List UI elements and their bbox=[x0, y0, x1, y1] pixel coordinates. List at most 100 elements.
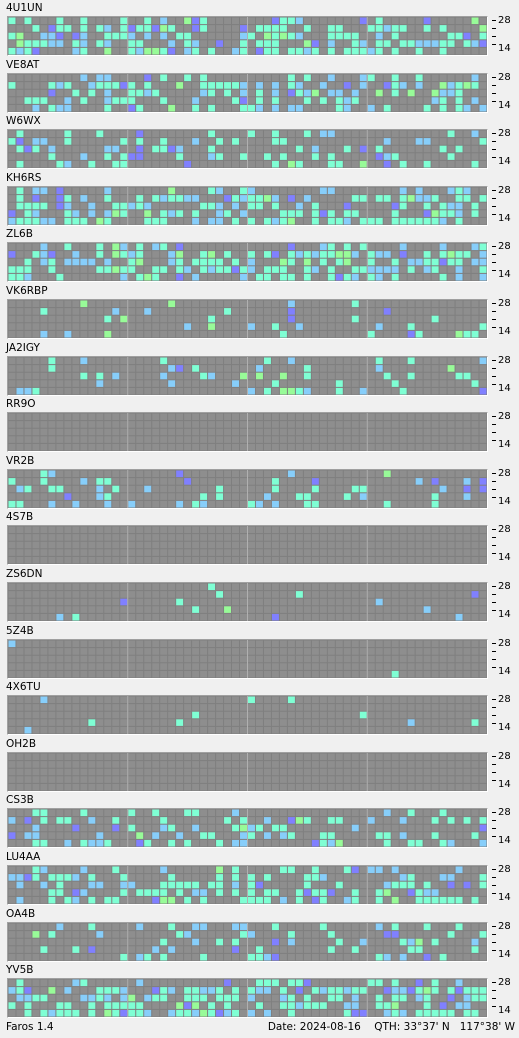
grid-cell bbox=[216, 251, 224, 259]
grid-cell bbox=[80, 421, 88, 428]
grid-cell bbox=[295, 274, 303, 281]
grid-cell bbox=[319, 470, 327, 477]
grid-cell bbox=[104, 727, 112, 734]
grid-cell bbox=[32, 81, 40, 89]
grid-cell bbox=[391, 259, 399, 266]
grid-cell bbox=[216, 17, 224, 25]
grid-cell bbox=[479, 493, 487, 500]
grid-cell bbox=[136, 96, 144, 104]
grid-cell bbox=[240, 187, 247, 194]
grid-cell bbox=[471, 428, 479, 436]
grid-cell bbox=[192, 153, 200, 161]
grid-cell bbox=[271, 500, 279, 508]
grid-cell bbox=[415, 591, 423, 598]
grid-cell bbox=[160, 840, 168, 847]
grid-cell bbox=[96, 379, 104, 387]
grid-cell bbox=[279, 719, 287, 727]
grid-cell bbox=[200, 138, 208, 145]
grid-cell bbox=[351, 387, 359, 395]
grid-cell bbox=[8, 817, 16, 825]
grid-cell bbox=[327, 47, 335, 55]
grid-cell bbox=[271, 96, 279, 104]
grid-cell bbox=[407, 840, 415, 847]
grid-cell bbox=[208, 444, 216, 451]
grid-cell bbox=[104, 266, 112, 274]
grid-cell bbox=[224, 696, 232, 704]
grid-cell bbox=[64, 526, 72, 534]
grid-cell bbox=[88, 259, 96, 266]
grid-cell bbox=[232, 534, 240, 542]
grid-cell bbox=[263, 832, 271, 840]
grid-cell bbox=[136, 874, 144, 881]
grid-cell bbox=[463, 670, 471, 678]
grid-cell bbox=[224, 145, 232, 153]
grid-cell bbox=[407, 542, 415, 549]
grid-cell bbox=[287, 130, 295, 138]
grid-cell bbox=[128, 760, 136, 768]
grid-cell bbox=[455, 413, 463, 421]
grid-cell bbox=[40, 809, 48, 817]
grid-cell bbox=[152, 96, 160, 104]
grid-cell bbox=[295, 704, 303, 711]
grid-cell bbox=[208, 662, 216, 670]
grid-cell bbox=[184, 500, 192, 508]
grid-cell bbox=[423, 138, 431, 145]
grid-cell bbox=[184, 145, 192, 153]
grid-cell bbox=[88, 711, 96, 719]
grid-cell bbox=[359, 534, 367, 542]
grid-cell bbox=[72, 259, 80, 266]
grid-cell bbox=[112, 210, 120, 217]
grid-cell bbox=[128, 428, 136, 436]
grid-cell bbox=[295, 719, 303, 727]
grid-cell bbox=[295, 387, 303, 395]
grid-cell bbox=[168, 881, 176, 889]
grid-cell bbox=[335, 161, 343, 168]
grid-cell bbox=[423, 187, 431, 194]
grid-cell bbox=[431, 40, 439, 47]
grid-cell bbox=[80, 534, 88, 542]
grid-cell bbox=[136, 647, 144, 655]
grid-cell bbox=[295, 428, 303, 436]
grid-cell bbox=[200, 470, 208, 477]
grid-cell bbox=[48, 760, 56, 768]
grid-cell bbox=[319, 719, 327, 727]
grid-cell bbox=[216, 662, 224, 670]
grid-cell bbox=[263, 243, 271, 251]
grid-cell bbox=[335, 187, 343, 194]
station-callsign: W6WX bbox=[6, 115, 41, 128]
grid-cell bbox=[359, 704, 367, 711]
grid-cell bbox=[200, 704, 208, 711]
grid-cell bbox=[415, 727, 423, 734]
grid-cell bbox=[351, 557, 359, 564]
grid-cell bbox=[327, 719, 335, 727]
grid-cell bbox=[351, 840, 359, 847]
grid-cell bbox=[463, 493, 471, 500]
grid-cell bbox=[224, 372, 232, 379]
grid-cell bbox=[439, 704, 447, 711]
grid-cell bbox=[255, 96, 263, 104]
grid-cell bbox=[415, 266, 423, 274]
grid-cell bbox=[463, 874, 471, 881]
grid-cell bbox=[391, 138, 399, 145]
grid-cell bbox=[383, 670, 391, 678]
grid-cell bbox=[104, 81, 112, 89]
grid-cell bbox=[423, 372, 431, 379]
grid-cell bbox=[48, 243, 56, 251]
grid-cell bbox=[407, 194, 415, 202]
grid-cell bbox=[311, 372, 319, 379]
grid-cell bbox=[56, 259, 64, 266]
station-callsign: RR9O bbox=[6, 398, 36, 411]
grid-cell bbox=[431, 145, 439, 153]
grid-cell bbox=[168, 874, 176, 881]
grid-cell bbox=[375, 436, 383, 444]
grid-cell bbox=[32, 202, 40, 210]
scale-top-label: 28 bbox=[498, 71, 511, 83]
propagation-grid-cells bbox=[8, 809, 487, 848]
grid-cell bbox=[383, 357, 391, 364]
grid-cell bbox=[295, 210, 303, 217]
grid-cell bbox=[224, 243, 232, 251]
grid-cell bbox=[80, 145, 88, 153]
grid-cell bbox=[56, 832, 64, 840]
grid-cell bbox=[24, 308, 32, 315]
grid-cell bbox=[319, 647, 327, 655]
